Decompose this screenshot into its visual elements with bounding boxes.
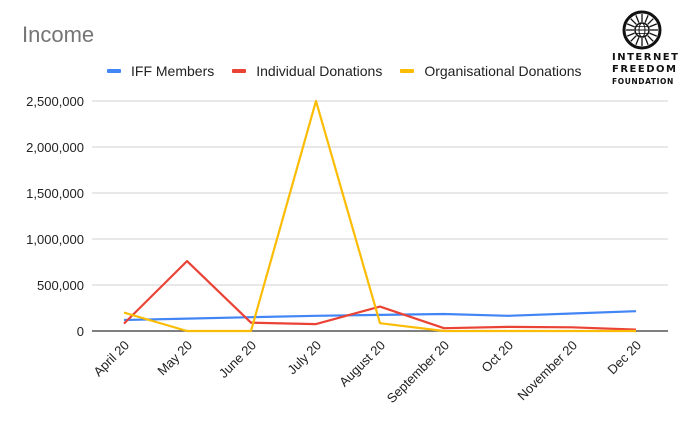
y-tick-label: 500,000	[37, 278, 84, 293]
series-line-iff-members[interactable]	[123, 310, 637, 322]
x-tick-label: November 20	[514, 338, 580, 404]
x-tick-label: August 20	[336, 338, 388, 390]
data-series	[123, 99, 637, 333]
x-tick-label: September 20	[384, 338, 452, 406]
wheel-globe-icon	[622, 10, 662, 50]
legend-label: Organisational Donations	[424, 63, 582, 79]
series-line-organisational-donations[interactable]	[123, 99, 636, 333]
legend-swatch-red	[232, 69, 247, 73]
legend-item-individual-donations[interactable]: Individual Donations	[232, 63, 382, 79]
legend-label: IFF Members	[131, 63, 215, 79]
y-tick-label: 1,000,000	[26, 232, 84, 247]
legend-swatch-blue	[107, 69, 121, 73]
gridlines	[92, 100, 668, 286]
y-tick-label: 1,500,000	[26, 186, 84, 201]
legend-item-iff-members[interactable]: IFF Members	[107, 63, 214, 79]
iff-logo: INTERNET FREEDOM FOUNDATION	[612, 10, 680, 88]
x-tick-label: July 20	[284, 338, 324, 378]
x-tick-label: June 20	[216, 338, 259, 381]
logo-text-internet: INTERNET	[612, 52, 680, 63]
logo-text-foundation: FOUNDATION	[612, 77, 674, 86]
chart-title: Income	[22, 22, 95, 47]
x-tick-label: Oct 20	[478, 338, 516, 376]
x-tick-label: May 20	[154, 338, 195, 379]
legend-label: Individual Donations	[256, 63, 383, 79]
logo-text-freedom: FREEDOM	[612, 64, 678, 75]
x-axis-ticks: April 20 May 20 June 20 July 20 August 20Sep…	[90, 338, 644, 406]
y-axis-ticks: 0 500,000 1,000,000 1,500,000 2,000,000 2,500…	[26, 94, 84, 339]
y-tick-label: 0	[77, 324, 84, 339]
y-tick-label: 2,000,000	[26, 140, 84, 155]
legend-swatch-yellow	[400, 69, 415, 73]
y-tick-label: 2,500,000	[26, 94, 84, 109]
legend-item-organisational-donations[interactable]: Organisational Donations	[400, 63, 582, 79]
x-tick-label: Dec 20	[604, 338, 644, 378]
chart-legend: IFF Members Individual Donations Organis…	[107, 63, 582, 79]
series-line-individual-donations[interactable]	[123, 260, 637, 331]
x-tick-label: April 20	[90, 338, 132, 380]
